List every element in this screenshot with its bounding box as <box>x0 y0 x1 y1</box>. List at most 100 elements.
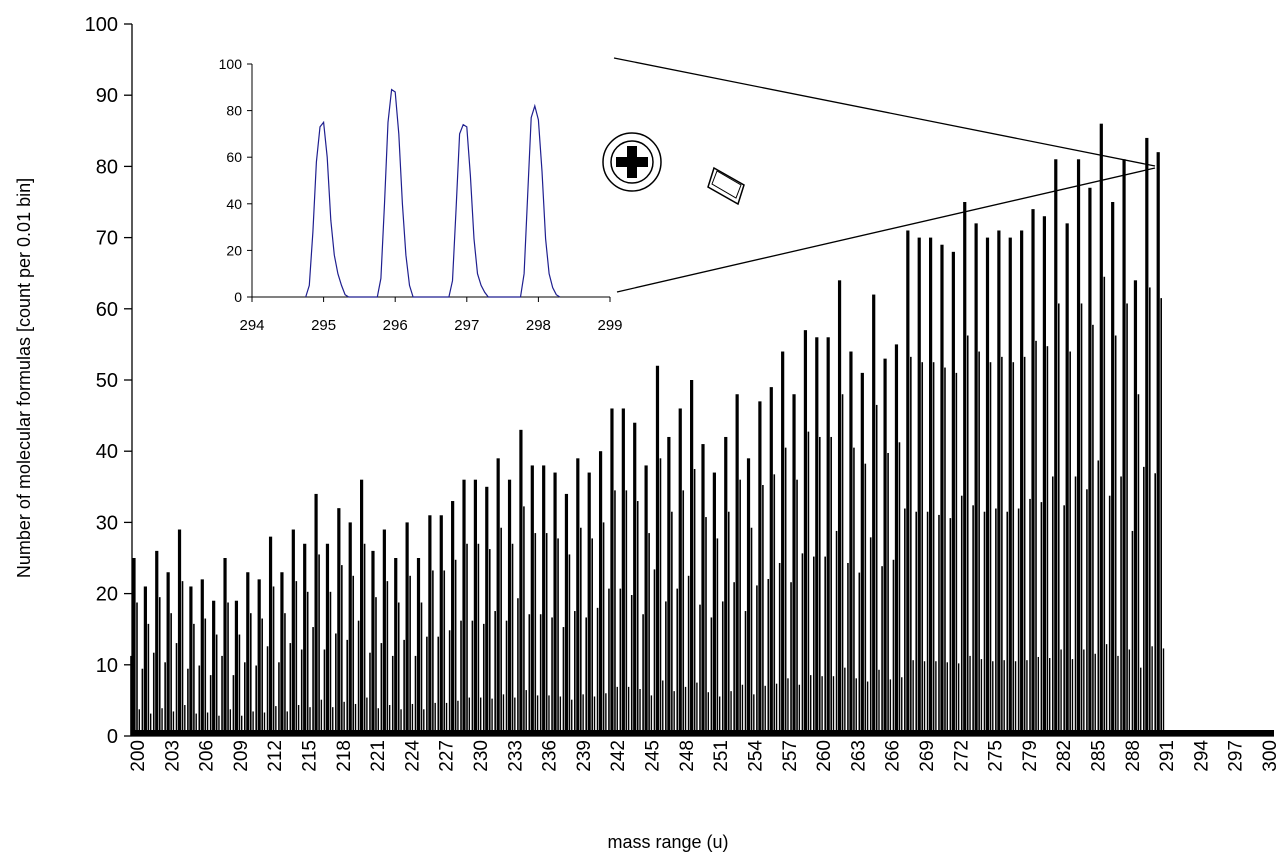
bar <box>411 703 414 736</box>
bar <box>912 660 914 736</box>
bar <box>187 668 189 736</box>
inset-y-tick-label: 100 <box>219 56 243 72</box>
bar <box>528 614 531 736</box>
x-tick-label: 233 <box>505 740 526 772</box>
bar <box>172 711 175 736</box>
bar <box>598 451 603 736</box>
bar <box>821 676 823 736</box>
bar <box>724 436 728 736</box>
bar <box>636 501 639 736</box>
bar <box>978 351 980 736</box>
bar <box>810 675 812 736</box>
bar <box>992 661 994 736</box>
bar <box>627 686 630 736</box>
bar <box>633 422 637 736</box>
bar <box>380 643 383 736</box>
bar <box>523 506 525 736</box>
bar <box>582 694 584 736</box>
bar <box>767 579 770 736</box>
inset-chart: 0 20 40 60 80 100 294 295 296 297 298 299 <box>219 56 623 334</box>
x-tick-label: 239 <box>574 740 595 772</box>
inset-x-tick-label: 297 <box>454 317 479 334</box>
bar <box>869 537 872 736</box>
x-tick-label: 209 <box>231 740 252 772</box>
bar <box>1133 280 1138 736</box>
bar <box>662 680 664 736</box>
bar <box>536 695 539 736</box>
bar <box>184 705 186 736</box>
bar <box>837 280 842 736</box>
bar <box>170 613 172 736</box>
bar <box>1012 362 1015 736</box>
bar <box>363 543 366 736</box>
bar <box>309 707 311 736</box>
bar <box>819 436 821 736</box>
bar <box>721 601 724 736</box>
bar <box>969 655 971 736</box>
bar <box>1040 502 1043 736</box>
bar <box>500 527 502 736</box>
bar <box>164 662 166 736</box>
bar <box>775 683 778 736</box>
bar <box>605 693 607 736</box>
bar <box>423 709 425 736</box>
bar <box>257 579 261 736</box>
bar <box>352 575 355 736</box>
bar <box>218 715 220 736</box>
bar <box>1088 187 1092 736</box>
bar <box>830 436 832 736</box>
bar <box>974 223 978 737</box>
bar <box>878 669 880 736</box>
bar <box>388 705 391 736</box>
bar <box>200 579 204 736</box>
bar <box>621 408 625 736</box>
bar <box>642 614 644 736</box>
bar <box>796 479 798 736</box>
y-axis-label: Number of molecular formulas [count per … <box>14 178 34 578</box>
bar <box>238 634 241 736</box>
bar <box>272 586 275 736</box>
bar <box>189 586 193 736</box>
bar <box>1023 356 1026 736</box>
bar <box>1071 659 1074 736</box>
bar <box>318 554 320 736</box>
bar <box>291 529 295 736</box>
bar <box>1001 356 1003 736</box>
bar <box>957 663 960 736</box>
bar <box>241 715 243 736</box>
bar <box>143 586 147 736</box>
x-tick-label: 212 <box>265 740 286 772</box>
bar <box>844 667 846 736</box>
bar <box>371 550 375 736</box>
bar <box>915 511 918 736</box>
inset-y-tick-label: 0 <box>234 289 242 305</box>
bar <box>1076 159 1081 736</box>
bar <box>707 692 709 736</box>
bar <box>542 465 546 736</box>
inset-x-tick-label: 294 <box>239 317 264 334</box>
bar <box>935 661 937 736</box>
bar <box>1049 658 1051 736</box>
bar <box>132 558 136 736</box>
x-tick-label: 248 <box>677 740 698 772</box>
bar <box>193 623 195 736</box>
x-tick-label: 269 <box>917 740 938 772</box>
bar <box>1031 209 1035 736</box>
inset-x-tick-label: 298 <box>526 317 551 334</box>
y-tick-label: 50 <box>96 370 118 392</box>
bar <box>562 627 565 736</box>
bar <box>1145 137 1149 737</box>
bar <box>443 570 446 736</box>
bar <box>545 533 548 736</box>
bar <box>887 452 889 736</box>
bar <box>1006 511 1009 736</box>
x-tick-label: 218 <box>334 740 355 772</box>
bar <box>1014 661 1017 736</box>
bar <box>940 244 944 736</box>
bar <box>221 655 223 736</box>
bar <box>1117 655 1119 736</box>
bar <box>473 479 477 736</box>
